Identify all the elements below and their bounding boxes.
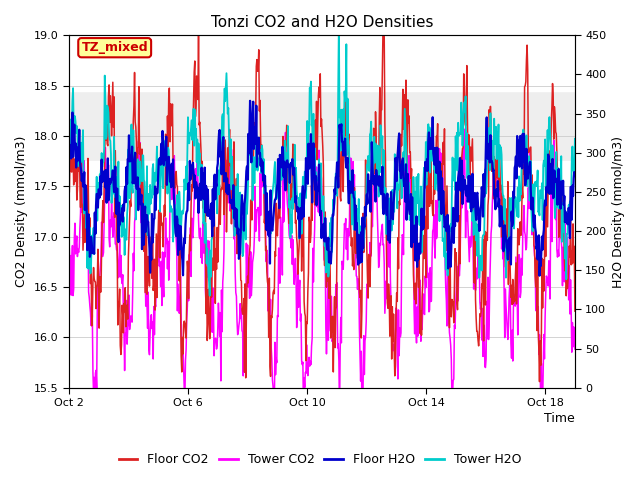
Tower CO2 — [461, 126, 468, 132]
Tower CO2 — [327, 309, 335, 315]
Floor H2O — [123, 164, 131, 170]
Floor CO2 — [380, 18, 387, 24]
Y-axis label: CO2 Density (mmol/m3): CO2 Density (mmol/m3) — [15, 136, 28, 287]
Title: Tonzi CO2 and H2O Densities: Tonzi CO2 and H2O Densities — [211, 15, 433, 30]
X-axis label: Time: Time — [544, 412, 575, 425]
Tower H2O — [571, 136, 579, 142]
Floor CO2 — [168, 123, 175, 129]
Floor CO2 — [133, 190, 141, 196]
Floor H2O — [168, 184, 175, 190]
Tower H2O — [453, 130, 461, 136]
Floor CO2 — [370, 125, 378, 131]
Line: Floor CO2: Floor CO2 — [68, 21, 575, 382]
Tower H2O — [65, 165, 72, 170]
Tower CO2 — [358, 427, 366, 433]
Line: Tower CO2: Tower CO2 — [68, 129, 575, 430]
Floor CO2 — [571, 308, 579, 314]
Bar — [68, 91, 575, 161]
Y-axis label: H2O Density (mmol/m3): H2O Density (mmol/m3) — [612, 135, 625, 288]
Floor H2O — [371, 179, 378, 185]
Line: Floor H2O: Floor H2O — [68, 101, 575, 276]
Text: TZ_mixed: TZ_mixed — [81, 41, 148, 54]
Tower H2O — [133, 168, 141, 173]
Tower H2O — [123, 237, 131, 242]
Tower H2O — [371, 160, 379, 166]
Tower H2O — [335, 18, 343, 24]
Tower H2O — [168, 208, 175, 214]
Floor H2O — [246, 98, 254, 104]
Tower CO2 — [168, 181, 175, 187]
Floor CO2 — [327, 335, 335, 341]
Floor CO2 — [452, 250, 460, 255]
Floor H2O — [452, 180, 460, 186]
Tower H2O — [328, 215, 335, 220]
Bar — [68, 161, 575, 388]
Floor CO2 — [65, 190, 72, 196]
Floor H2O — [536, 273, 543, 278]
Floor H2O — [328, 249, 335, 254]
Tower CO2 — [65, 259, 72, 265]
Bar — [68, 36, 575, 91]
Tower CO2 — [133, 178, 141, 183]
Tower CO2 — [452, 287, 460, 292]
Floor H2O — [571, 171, 579, 177]
Line: Tower H2O: Tower H2O — [68, 21, 575, 296]
Legend: Floor CO2, Tower CO2, Floor H2O, Tower H2O: Floor CO2, Tower CO2, Floor H2O, Tower H… — [113, 448, 527, 471]
Floor H2O — [133, 186, 141, 192]
Floor CO2 — [123, 309, 131, 315]
Floor H2O — [65, 172, 72, 178]
Tower H2O — [206, 293, 214, 299]
Tower CO2 — [371, 155, 378, 160]
Floor CO2 — [536, 379, 543, 384]
Tower CO2 — [123, 298, 131, 303]
Tower CO2 — [571, 346, 579, 352]
